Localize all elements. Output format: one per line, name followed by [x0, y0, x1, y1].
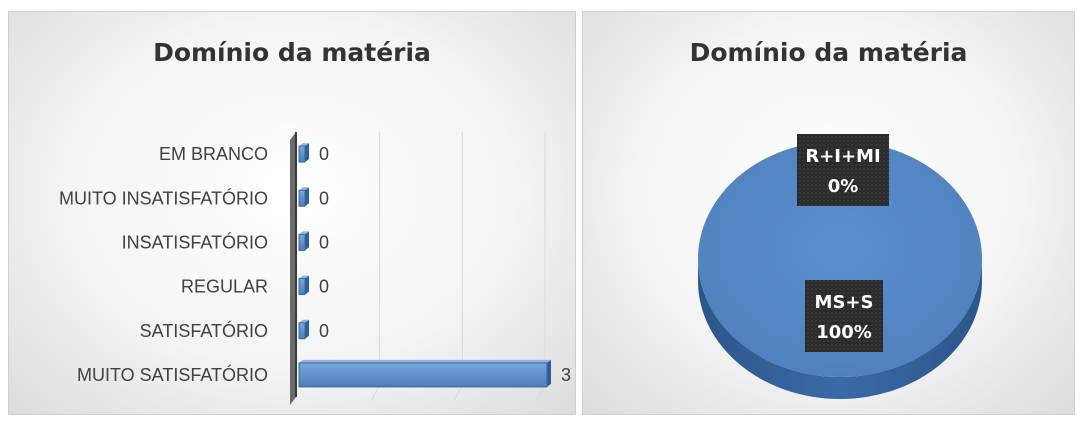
bar-top	[299, 275, 309, 279]
data-label: 0	[319, 144, 329, 164]
bar	[298, 231, 309, 251]
bar-chart-panel: Domínio da matéria EM BRANCO 0 MUITO INSAT…	[8, 11, 576, 415]
bar	[298, 359, 551, 388]
bar-face	[298, 233, 306, 251]
pie-label-ms-s: MS+S 100%	[805, 280, 883, 352]
bar-face	[298, 362, 548, 388]
slice-percent: 0%	[828, 176, 859, 197]
bar-top	[299, 359, 551, 363]
slice-percent: 100%	[816, 322, 872, 343]
bar-side	[305, 143, 309, 163]
bar-face	[298, 189, 306, 207]
bar-face	[298, 322, 306, 340]
category-label: INSATISFATÓRIO	[122, 231, 268, 252]
bar-top	[299, 319, 309, 323]
bar	[298, 187, 309, 207]
bar-side	[305, 231, 309, 251]
pie-slice-ms-s	[698, 141, 982, 399]
data-label: 0	[319, 188, 329, 208]
axis-wall	[290, 132, 296, 405]
bar-side	[305, 319, 309, 339]
category-label: MUITO SATISFATÓRIO	[77, 364, 268, 385]
bar-side	[305, 275, 309, 295]
slice-name: MS+S	[815, 292, 874, 313]
gridline-floor	[453, 384, 463, 401]
bar-top	[299, 187, 309, 191]
pie-chart-panel: Domínio da matéria R+I+MI 0% MS+S 100%	[582, 11, 1075, 415]
category-label: SATISFATÓRIO	[140, 320, 268, 341]
bar	[298, 275, 309, 296]
pie-chart-title: Domínio da matéria	[689, 38, 968, 67]
bar	[298, 143, 309, 163]
bar	[298, 319, 309, 340]
slice-name: R+I+MI	[805, 146, 880, 167]
data-label: 0	[319, 321, 329, 341]
category-label: MUITO INSATISFATÓRIO	[59, 187, 268, 208]
pie-chart-plot: R+I+MI 0% MS+S 100%	[698, 134, 982, 399]
data-label: 0	[319, 277, 329, 297]
data-label: 3	[561, 365, 571, 385]
bar-chart-plot: EM BRANCO 0 MUITO INSATISFATÓRIO 0 INSATISFA…	[59, 132, 571, 405]
label-box	[797, 134, 889, 206]
pie-side	[698, 259, 982, 399]
bar-chart-title: Domínio da matéria	[153, 38, 431, 67]
bar-top	[299, 231, 309, 235]
bar-top	[299, 143, 309, 147]
category-label: REGULAR	[181, 277, 268, 297]
data-label: 0	[319, 232, 329, 252]
gridline-floor	[536, 384, 546, 401]
label-box	[805, 280, 883, 352]
bar-face	[298, 278, 306, 296]
category-label: EM BRANCO	[159, 144, 268, 164]
gridline-floor	[371, 384, 381, 401]
bar-face	[298, 145, 306, 163]
pie-top	[698, 141, 982, 377]
bar-side	[305, 187, 309, 207]
pie-label-r-i-mi: R+I+MI 0%	[797, 134, 889, 206]
bar-side	[547, 359, 551, 387]
